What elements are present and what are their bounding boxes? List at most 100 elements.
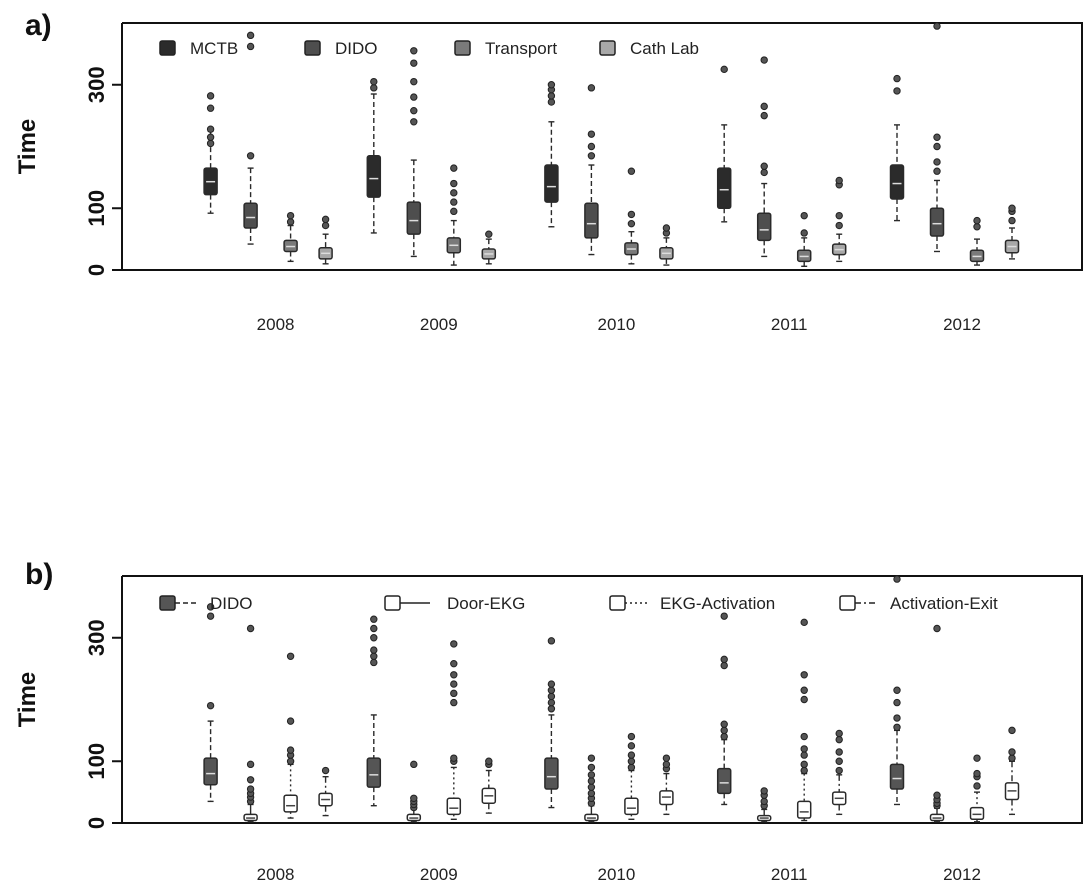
outlier-point — [370, 646, 378, 654]
x-tick-label: 2009 — [420, 315, 458, 334]
outlier-point — [206, 133, 215, 141]
outlier-point — [450, 207, 458, 216]
outlier-point — [893, 723, 901, 731]
plot-frame — [122, 22, 1083, 271]
outlier-point — [587, 789, 596, 798]
outlier-point — [246, 42, 255, 51]
x-tick-label: 2011 — [771, 865, 808, 884]
outlier-point — [933, 791, 941, 799]
x-tick-label: 2008 — [257, 315, 295, 334]
outlier-point — [206, 139, 215, 148]
outlier-point — [627, 751, 636, 759]
outlier-point — [627, 763, 636, 772]
outlier-point — [933, 142, 941, 151]
outlier-point — [547, 692, 556, 701]
x-tick-label: 2012 — [943, 865, 981, 884]
outlier-point — [206, 612, 215, 620]
outlier-point — [893, 686, 901, 694]
box — [716, 167, 732, 210]
y-axis-label: Time — [14, 672, 41, 728]
y-tick-label: 300 — [84, 619, 109, 656]
outlier-point — [450, 164, 458, 172]
outlier-point — [800, 766, 808, 775]
outlier-point — [286, 211, 295, 220]
box — [716, 767, 732, 795]
box — [929, 207, 945, 237]
outlier-point — [450, 659, 458, 668]
outlier-point — [587, 771, 596, 779]
outlier-point — [720, 732, 728, 741]
outlier-point — [450, 671, 458, 679]
outlier-point — [973, 223, 981, 231]
x-tick-label: 2010 — [597, 315, 635, 334]
outlier-point — [800, 745, 808, 753]
outlier-point — [800, 211, 808, 220]
outlier-point — [760, 787, 768, 795]
legend-label: DIDO — [210, 594, 253, 613]
outlier-point — [720, 661, 728, 670]
outlier-point — [800, 618, 808, 627]
legend-label: Transport — [485, 39, 557, 58]
outlier-point — [627, 167, 636, 175]
outlier-point — [246, 152, 255, 160]
outlier-point — [893, 698, 901, 707]
outlier-point — [547, 92, 556, 100]
outlier-point — [760, 797, 768, 806]
outlier-point — [370, 84, 378, 92]
outlier-point — [410, 118, 418, 126]
legend-swatch — [384, 595, 401, 611]
panel-label: b) — [25, 558, 53, 591]
outlier-point — [370, 624, 378, 633]
outlier-point — [587, 130, 596, 138]
legend-label: MCTB — [190, 39, 238, 58]
outlier-point — [286, 652, 295, 660]
outlier-point — [720, 65, 728, 74]
x-tick-label: 2009 — [420, 865, 458, 884]
outlier-point — [800, 732, 808, 741]
outlier-point — [450, 680, 458, 688]
outlier-point — [973, 782, 981, 790]
outlier-point — [973, 216, 981, 225]
legend-swatch — [599, 40, 616, 56]
outlier-point — [410, 93, 418, 101]
outlier-point — [893, 714, 901, 722]
outlier-point — [933, 158, 941, 166]
outlier-point — [587, 84, 596, 92]
outlier-point — [370, 77, 378, 86]
box — [366, 757, 382, 788]
outlier-point — [627, 732, 636, 741]
box — [756, 212, 772, 242]
outlier-point — [246, 776, 255, 784]
outlier-point — [893, 74, 901, 83]
outlier-point — [760, 162, 768, 170]
outlier-point — [662, 760, 671, 769]
outlier-point — [286, 746, 295, 754]
legend-swatch — [304, 40, 321, 56]
outlier-point — [835, 735, 843, 744]
y-tick-label: 100 — [84, 743, 109, 780]
box — [544, 164, 559, 203]
outlier-point — [450, 754, 458, 762]
outlier-point — [720, 612, 728, 620]
outlier-point — [933, 133, 941, 141]
outlier-point — [800, 751, 808, 759]
outlier-point — [450, 189, 458, 197]
legend-label: Cath Lab — [630, 39, 699, 58]
outlier-point — [410, 77, 418, 86]
outlier-point — [835, 757, 843, 765]
outlier-point — [286, 757, 295, 765]
legend-label: Door-EKG — [447, 594, 525, 613]
x-tick-label: 2012 — [943, 315, 981, 334]
outlier-point — [410, 106, 418, 115]
outlier-point — [485, 757, 493, 765]
outlier-point — [410, 760, 418, 769]
outlier-point — [206, 104, 215, 112]
box — [889, 763, 905, 790]
panel-a: a) Time 0 100 300 2008 2009 2010 2011 2012 MCTB DID… — [14, 9, 1083, 334]
outlier-point — [1008, 216, 1016, 225]
outlier-point — [933, 167, 941, 175]
outlier-point — [450, 689, 458, 698]
x-tick-label: 2008 — [257, 865, 295, 884]
outlier-point — [1008, 726, 1016, 735]
